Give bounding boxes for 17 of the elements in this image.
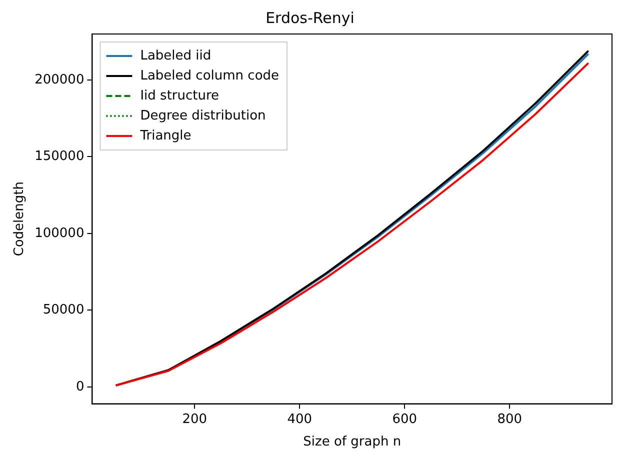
legend-label: Labeled column code: [140, 68, 280, 84]
x-tick-label: 800: [497, 412, 522, 427]
y-tick-label: 150000: [34, 149, 84, 164]
legend-label: Degree distribution: [140, 108, 266, 124]
x-tick-label: 400: [287, 412, 312, 427]
legend-label: Triangle: [139, 128, 192, 144]
y-tick-label: 0: [76, 379, 84, 394]
chart-title: Erdos-Renyi: [266, 8, 354, 27]
y-tick-label: 100000: [34, 226, 84, 241]
legend-label: Iid structure: [140, 88, 220, 104]
y-tick-label: 50000: [42, 302, 84, 318]
x-axis-title: Size of graph n: [303, 434, 402, 450]
legend-label: Labeled iid: [140, 48, 212, 64]
x-tick-label: 200: [182, 412, 208, 427]
y-axis-title: Codelength: [12, 182, 28, 256]
y-tick-label: 200000: [34, 72, 84, 88]
x-tick-label: 600: [392, 412, 418, 427]
